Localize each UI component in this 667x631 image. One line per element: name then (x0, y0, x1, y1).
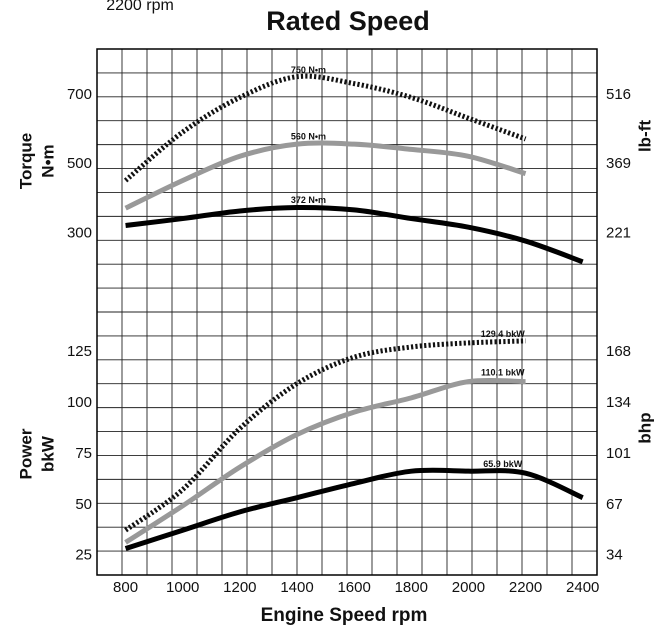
torque-value-label: 560 N•m (291, 132, 326, 142)
power-value-label: 110.1 bkW (481, 368, 525, 378)
x-tick-label: 2000 (452, 579, 485, 596)
power-right-tick-label: 34 (606, 547, 623, 564)
x-tick-label: 800 (113, 579, 138, 596)
x-tick-label: 1600 (337, 579, 370, 596)
torque-y-tick-label: 700 (67, 86, 92, 103)
power-right-axis-title: bhp (635, 412, 654, 443)
tick-labels: 800 1000 1200 1400 1600 1800 2000 2200 2400 300 50… (67, 86, 631, 596)
torque-left-axis-title: N•m (38, 144, 57, 177)
power-right-tick-label: 101 (606, 445, 631, 462)
torque-right-tick-label: 221 (606, 224, 631, 241)
power-left-axis-title: Power (16, 428, 35, 479)
x-tick-label: 2400 (566, 579, 599, 596)
torque-left-axis-title: Torque (16, 133, 35, 189)
power-series-solid-1 (124, 377, 526, 545)
power-y-tick-label: 100 (67, 394, 92, 411)
torque-right-axis-title: lb-ft (635, 120, 654, 152)
power-value-label: 129.4 bkW (481, 329, 526, 339)
torque-y-tick-label: 500 (67, 155, 92, 172)
power-series-solid-2 (124, 467, 584, 551)
power-y-tick-label: 125 (67, 343, 92, 360)
top-cropped-text: 2200 rpm (106, 0, 174, 14)
torque-right-tick-label: 369 (606, 155, 631, 172)
x-tick-label: 1400 (280, 579, 313, 596)
torque-series-dotted-0 (123, 73, 527, 183)
x-tick-label: 1000 (166, 579, 199, 596)
power-right-tick-label: 134 (606, 394, 631, 411)
torque-value-label: 750 N•m (291, 65, 326, 75)
series-lines (123, 73, 584, 551)
torque-y-tick-label: 300 (67, 224, 92, 241)
power-right-tick-label: 168 (606, 343, 631, 360)
chart-title: Rated Speed (266, 6, 430, 36)
power-y-tick-label: 50 (75, 496, 92, 513)
torque-series-solid-2 (125, 204, 584, 265)
power-y-tick-label: 75 (75, 445, 92, 462)
torque-series-solid-1 (124, 140, 527, 211)
value-annotations: 750 N•m 560 N•m 372 N•m 129.4 bkW 110.1 bkW 6… (291, 65, 525, 469)
power-series-dotted-0 (124, 338, 526, 533)
power-right-tick-label: 67 (606, 496, 623, 513)
power-left-axis-title: bkW (38, 435, 57, 472)
x-tick-label: 2200 (509, 579, 542, 596)
power-y-tick-label: 25 (75, 547, 92, 564)
x-tick-label: 1200 (223, 579, 256, 596)
x-tick-label: 1800 (395, 579, 428, 596)
power-value-label: 65.9 bkW (483, 459, 523, 469)
torque-value-label: 372 N•m (291, 195, 326, 205)
torque-right-tick-label: 516 (606, 86, 631, 103)
x-axis-title: Engine Speed rpm (261, 605, 428, 626)
plot-frame (96, 48, 598, 576)
axis-titles: Torque N•m lb-ft Power bkW bhp (16, 120, 654, 480)
grid-lines (97, 49, 597, 575)
